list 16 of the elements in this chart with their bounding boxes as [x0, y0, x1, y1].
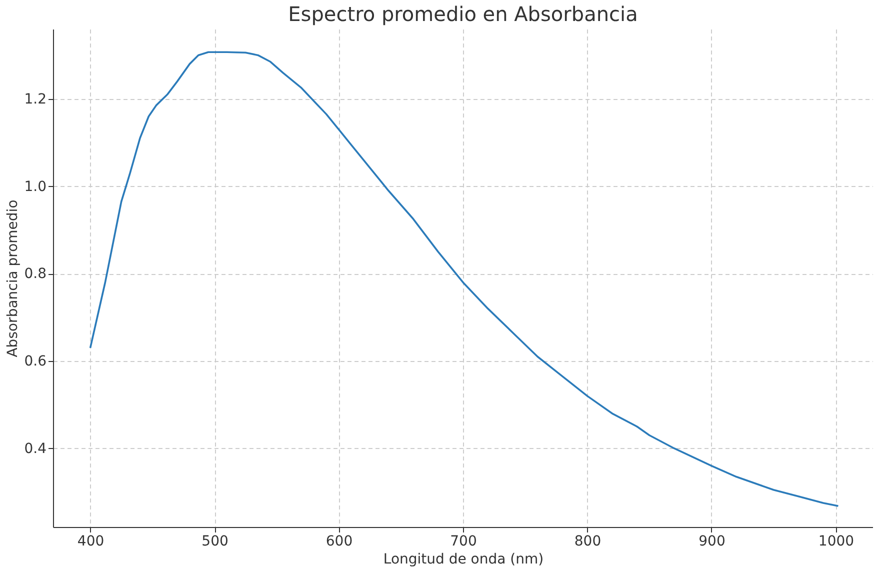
chart-title: Espectro promedio en Absorbancia	[288, 2, 638, 26]
x-tick-label: 700	[450, 534, 477, 550]
x-tick-label: 900	[698, 534, 726, 550]
line-series	[89, 51, 840, 507]
y-tick-label: 0.8	[24, 266, 46, 282]
x-tick-label: 400	[77, 534, 104, 550]
x-tick-label: 600	[326, 534, 353, 550]
x-tick-label: 800	[574, 534, 602, 550]
y-tick-label: 1.0	[24, 178, 46, 195]
y-tick-label: 0.6	[24, 354, 47, 370]
x-tick-label: 1000	[818, 534, 854, 550]
y-tick-label: 0.4	[24, 440, 47, 457]
x-axis-title: Longitud de onda (nm)	[383, 552, 544, 568]
x-tick-label: 500	[202, 534, 228, 550]
y-tick-label: 1.2	[24, 91, 46, 108]
y-axis-title: Absorbancia promedio	[5, 200, 22, 358]
